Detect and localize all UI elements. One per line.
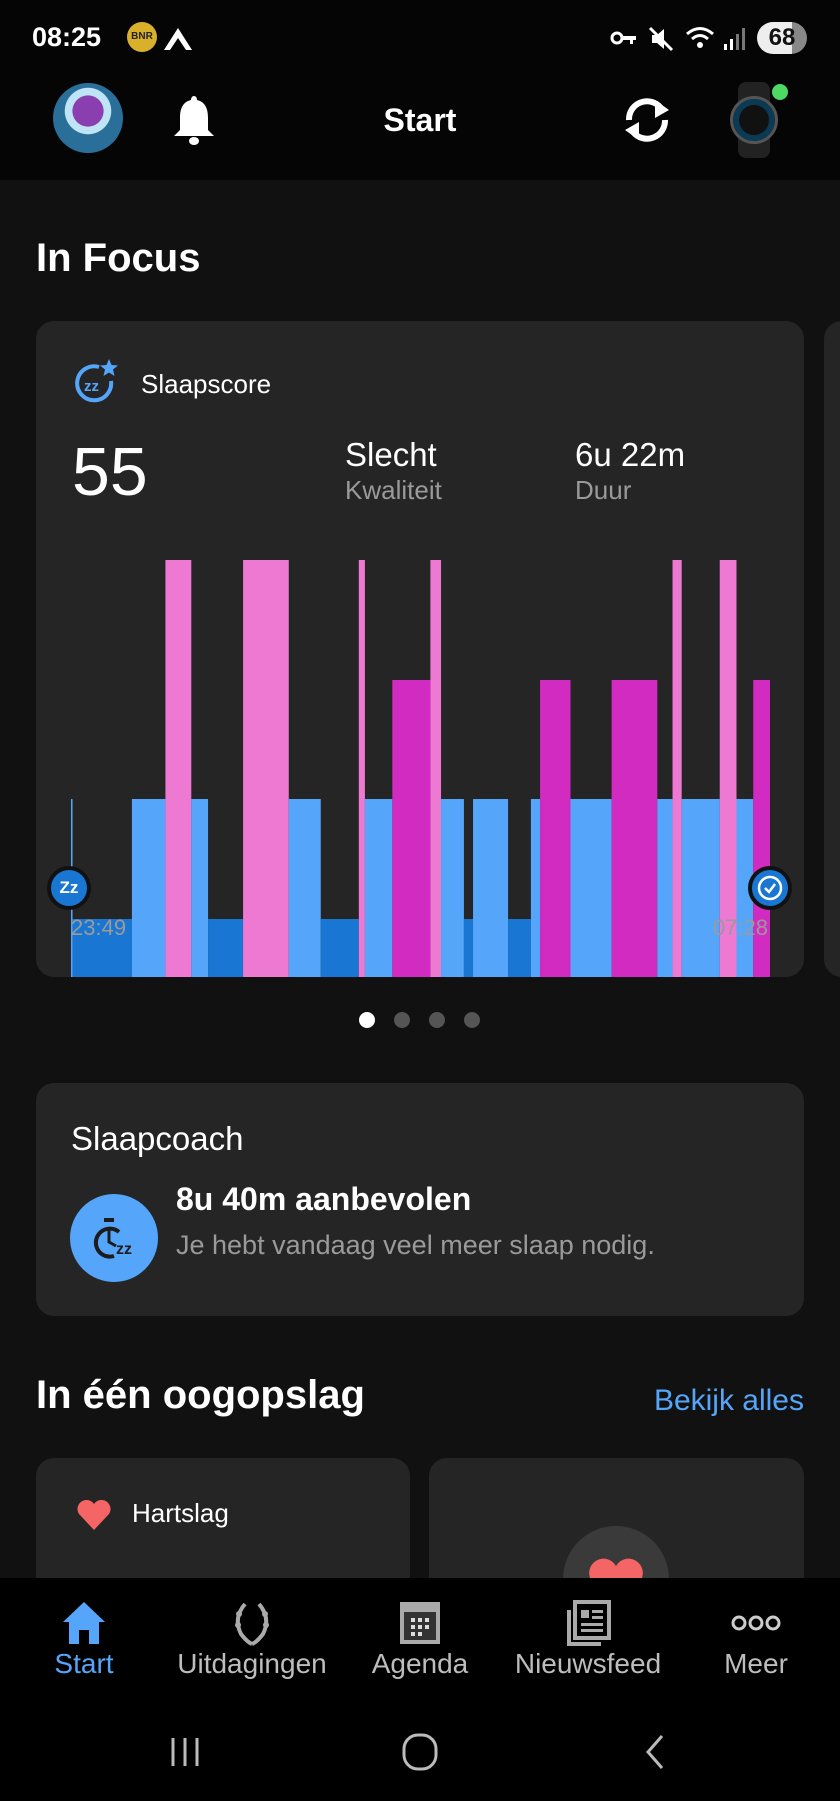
svg-text:zz: zz — [84, 378, 99, 395]
wake-alarm-marker — [748, 866, 792, 910]
page-title: Start — [383, 102, 457, 138]
sleep-segment-rem — [540, 680, 571, 977]
sleep-segment-light — [473, 799, 509, 977]
quality-label: Kwaliteit — [345, 475, 442, 505]
pager-dot-active[interactable] — [359, 1012, 375, 1028]
sleep-score-icon: zz — [75, 359, 118, 403]
coach-title: Slaapcoach — [71, 1120, 244, 1157]
nav-item-calendar[interactable]: Agenda — [336, 1578, 504, 1710]
sleep-segment-light — [530, 799, 541, 977]
pager-dot[interactable] — [429, 1012, 445, 1028]
mountain-app-icon — [164, 28, 192, 50]
sleep-segment-light — [570, 799, 612, 977]
sleep-segment-awake — [358, 560, 365, 977]
sleep-segment-rem — [392, 680, 431, 977]
avatar[interactable] — [53, 83, 123, 153]
sleep-segment-light — [657, 799, 673, 977]
sleep-stages-chart — [71, 560, 770, 977]
sleep-segment-light — [441, 799, 464, 977]
sleep-segment-light — [288, 799, 321, 977]
bnr-app-icon: BNR — [127, 22, 157, 52]
chart-start-time: 23:49 — [71, 915, 127, 940]
sleep-start-marker: Zz — [47, 866, 91, 910]
sync-icon[interactable] — [617, 90, 677, 150]
recent-apps-icon[interactable] — [165, 1732, 205, 1772]
more-icon — [731, 1615, 781, 1631]
back-icon[interactable] — [640, 1732, 670, 1772]
app-header: Start — [0, 72, 840, 180]
sleep-score-card[interactable]: zz Slaapscore 55 Slecht Kwaliteit 6u 22m… — [36, 321, 804, 977]
pager-dot[interactable] — [394, 1012, 410, 1028]
section-title-glance: In één oogopslag — [36, 1373, 365, 1417]
section-title-in-focus: In Focus — [36, 236, 201, 280]
calendar-icon — [400, 1602, 440, 1644]
pager-dots — [359, 1012, 489, 1028]
nav-item-newsfeed[interactable]: Nieuwsfeed — [504, 1578, 672, 1710]
sleep-segment-awake — [430, 560, 442, 977]
sleep-segment-awake — [165, 560, 192, 977]
nav-item-more[interactable]: Meer — [672, 1578, 840, 1710]
nav-label: Nieuwsfeed — [514, 1648, 662, 1679]
battery-indicator: 68 — [757, 22, 807, 54]
glance-card-label: Hartslag — [132, 1498, 229, 1528]
nav-item-challenges[interactable]: Uitdagingen — [168, 1578, 336, 1710]
heart-icon — [77, 1499, 111, 1530]
chart-end-time: 07:28 — [712, 915, 768, 940]
sleep-segment-deep — [208, 919, 244, 977]
wifi-icon — [686, 27, 714, 48]
vpn-key-icon — [610, 31, 636, 45]
sleep-segment-deep — [320, 919, 359, 977]
sleep-segment-light — [131, 799, 166, 977]
sleep-segment-deep — [72, 919, 132, 977]
quality-value: Slecht — [345, 436, 437, 473]
nav-label: Meer — [724, 1648, 788, 1679]
watch-device[interactable] — [726, 82, 788, 158]
pager-dot[interactable] — [464, 1012, 480, 1028]
sleep-score-value: 55 — [72, 434, 148, 510]
sleep-segment-deep — [463, 919, 474, 977]
duration-value: 6u 22m — [575, 436, 686, 473]
next-focus-card-peek[interactable] — [824, 321, 840, 977]
system-navigation-bar — [0, 1710, 840, 1801]
card-label: Slaapscore — [141, 369, 272, 399]
mute-icon — [648, 26, 674, 52]
home-button-icon[interactable] — [400, 1732, 440, 1772]
connected-indicator — [772, 84, 788, 100]
duration-label: Duur — [575, 475, 632, 505]
bottom-navigation: Start Uitdagingen Agenda Nieuwsfeed Meer — [0, 1578, 840, 1710]
sleep-segment-light — [736, 799, 754, 977]
sleep-coach-icon: zz — [70, 1194, 158, 1282]
sleep-segment-awake — [672, 560, 682, 977]
sleep-segment-awake — [243, 560, 289, 977]
coach-text: Je hebt vandaag veel meer slaap nodig. — [176, 1230, 655, 1260]
status-time: 08:25 — [32, 22, 102, 52]
sleep-segment-light — [364, 799, 393, 977]
sleep-segment-light — [681, 799, 720, 977]
nav-item-start[interactable]: Start — [0, 1578, 168, 1710]
home-icon — [63, 1602, 105, 1644]
status-bar: 08:25 BNR 68 — [0, 0, 840, 72]
sleep-segment-light — [191, 799, 209, 977]
nav-label: Start — [54, 1648, 114, 1679]
laurel-icon — [235, 1602, 269, 1646]
sleep-segment-deep — [508, 919, 531, 977]
svg-text:zz: zz — [116, 1241, 132, 1258]
view-all-link[interactable]: Bekijk alles — [653, 1384, 804, 1417]
sleep-coach-card[interactable]: Slaapcoach zz 8u 40m aanbevolen Je hebt … — [36, 1083, 804, 1316]
nav-label: Uitdagingen — [177, 1648, 327, 1679]
coach-heading: 8u 40m aanbevolen — [176, 1181, 472, 1217]
bell-icon[interactable] — [170, 94, 218, 146]
sleep-segment-rem — [611, 680, 658, 977]
newsfeed-icon — [567, 1600, 611, 1646]
signal-icon — [724, 28, 745, 50]
sleep-segment-awake — [719, 560, 737, 977]
nav-label: Agenda — [371, 1648, 469, 1679]
